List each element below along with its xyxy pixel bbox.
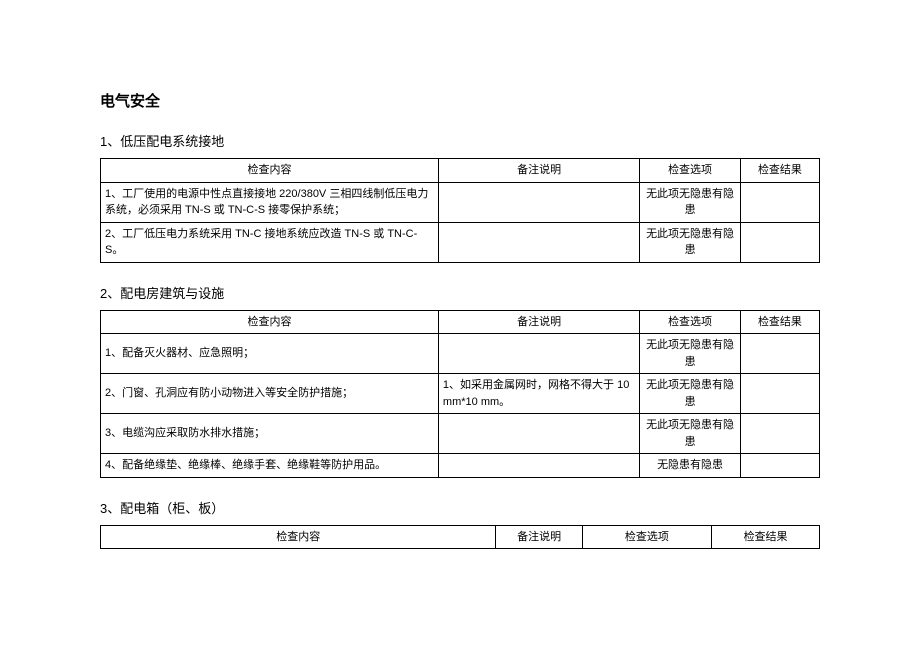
cell-option: 无此项无隐患有隐患 bbox=[640, 374, 741, 414]
header-option: 检查选项 bbox=[582, 525, 711, 549]
table-section-1: 检查内容 备注说明 检查选项 检查结果 1、工厂使用的电源中性点直接接地 220… bbox=[100, 158, 820, 263]
document-title: 电气安全 bbox=[100, 90, 820, 111]
cell-option: 无此项无隐患有隐患 bbox=[640, 222, 741, 262]
cell-result bbox=[740, 414, 819, 454]
section-heading-1: 1、低压配电系统接地 bbox=[100, 131, 820, 150]
cell-content: 2、工厂低压电力系统采用 TN-C 接地系统应改造 TN-S 或 TN-C-S。 bbox=[101, 222, 439, 262]
header-content: 检查内容 bbox=[101, 159, 439, 183]
table-row: 1、配备灭火器材、应急照明； 无此项无隐患有隐患 bbox=[101, 334, 820, 374]
table-header-row: 检查内容 备注说明 检查选项 检查结果 bbox=[101, 159, 820, 183]
table-section-2: 检查内容 备注说明 检查选项 检查结果 1、配备灭火器材、应急照明； 无此项无隐… bbox=[100, 310, 820, 478]
header-option: 检查选项 bbox=[640, 159, 741, 183]
table-row: 2、工厂低压电力系统采用 TN-C 接地系统应改造 TN-S 或 TN-C-S。… bbox=[101, 222, 820, 262]
header-note: 备注说明 bbox=[438, 159, 639, 183]
cell-option: 无此项无隐患有隐患 bbox=[640, 334, 741, 374]
cell-result bbox=[740, 334, 819, 374]
section-heading-3: 3、配电箱（柜、板） bbox=[100, 498, 820, 517]
cell-content: 1、工厂使用的电源中性点直接接地 220/380V 三相四线制低压电力系统，必须… bbox=[101, 182, 439, 222]
cell-result bbox=[740, 374, 819, 414]
header-result: 检查结果 bbox=[740, 159, 819, 183]
header-content: 检查内容 bbox=[101, 310, 439, 334]
header-note: 备注说明 bbox=[496, 525, 582, 549]
cell-note bbox=[438, 454, 639, 478]
document-page: 电气安全 1、低压配电系统接地 检查内容 备注说明 检查选项 检查结果 1、工厂… bbox=[0, 0, 920, 651]
header-note: 备注说明 bbox=[438, 310, 639, 334]
table-row: 4、配备绝缘垫、绝缘棒、绝缘手套、绝缘鞋等防护用品。 无隐患有隐患 bbox=[101, 454, 820, 478]
header-result: 检查结果 bbox=[712, 525, 820, 549]
cell-option: 无此项无隐患有隐患 bbox=[640, 414, 741, 454]
header-result: 检查结果 bbox=[740, 310, 819, 334]
cell-note bbox=[438, 222, 639, 262]
table-header-row: 检查内容 备注说明 检查选项 检查结果 bbox=[101, 310, 820, 334]
table-header-row: 检查内容 备注说明 检查选项 检查结果 bbox=[101, 525, 820, 549]
header-option: 检查选项 bbox=[640, 310, 741, 334]
table-row: 3、电缆沟应采取防水排水措施； 无此项无隐患有隐患 bbox=[101, 414, 820, 454]
cell-content: 2、门窗、孔洞应有防小动物进入等安全防护措施； bbox=[101, 374, 439, 414]
cell-result bbox=[740, 182, 819, 222]
table-row: 2、门窗、孔洞应有防小动物进入等安全防护措施； 1、如采用金属网时，网格不得大于… bbox=[101, 374, 820, 414]
cell-result bbox=[740, 454, 819, 478]
cell-note bbox=[438, 414, 639, 454]
table-section-3: 检查内容 备注说明 检查选项 检查结果 bbox=[100, 525, 820, 550]
cell-option: 无此项无隐患有隐患 bbox=[640, 182, 741, 222]
header-content: 检查内容 bbox=[101, 525, 496, 549]
cell-note bbox=[438, 334, 639, 374]
section-heading-2: 2、配电房建筑与设施 bbox=[100, 283, 820, 302]
table-row: 1、工厂使用的电源中性点直接接地 220/380V 三相四线制低压电力系统，必须… bbox=[101, 182, 820, 222]
cell-note bbox=[438, 182, 639, 222]
cell-option: 无隐患有隐患 bbox=[640, 454, 741, 478]
cell-content: 1、配备灭火器材、应急照明； bbox=[101, 334, 439, 374]
cell-content: 4、配备绝缘垫、绝缘棒、绝缘手套、绝缘鞋等防护用品。 bbox=[101, 454, 439, 478]
cell-result bbox=[740, 222, 819, 262]
cell-note: 1、如采用金属网时，网格不得大于 10mm*10 mm。 bbox=[438, 374, 639, 414]
cell-content: 3、电缆沟应采取防水排水措施； bbox=[101, 414, 439, 454]
